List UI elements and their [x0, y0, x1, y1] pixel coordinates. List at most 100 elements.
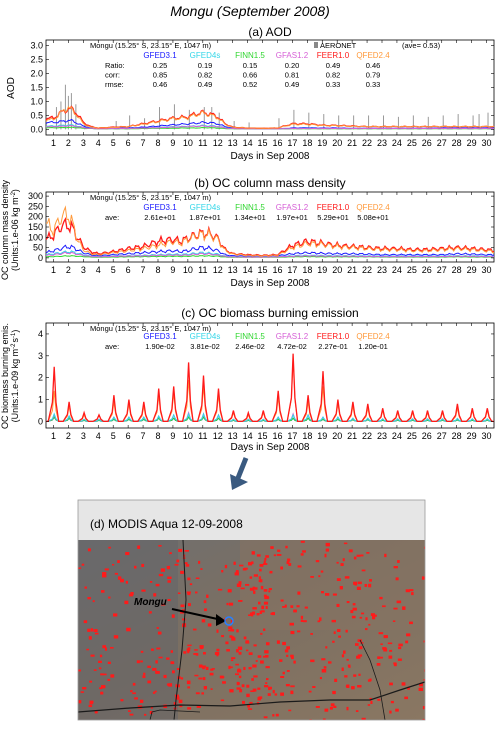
- fire-pixel: [239, 564, 244, 567]
- fire-pixel: [196, 705, 201, 708]
- y-tick-label-6: 3.0: [30, 41, 43, 51]
- fire-pixel: [185, 564, 190, 567]
- fire-pixel: [134, 565, 137, 569]
- x-tick-label-13: 13: [228, 265, 238, 275]
- fire-pixel: [228, 666, 233, 669]
- fire-pixel: [180, 604, 185, 608]
- ave-value-1: 3.81e-02: [190, 342, 220, 351]
- stat-value-0-1: 0.19: [198, 61, 213, 70]
- fire-pixel: [193, 653, 197, 655]
- fire-pixel: [229, 635, 233, 638]
- fire-pixel: [167, 599, 171, 602]
- aeronet-legend-label: AERONET: [320, 41, 357, 50]
- fire-pixel: [102, 572, 107, 575]
- fire-pixel: [264, 650, 269, 654]
- aod-series-qfed24: [45, 105, 495, 129]
- fire-pixel: [195, 591, 198, 594]
- fire-pixel: [201, 619, 206, 623]
- stat-value-1-2: 0.66: [243, 71, 258, 80]
- fire-pixel: [337, 629, 341, 632]
- x-tick-label-13: 13: [228, 431, 238, 441]
- fire-pixel: [253, 590, 256, 594]
- fire-pixel: [169, 552, 172, 555]
- fire-pixel: [384, 553, 387, 558]
- fire-pixel: [174, 563, 179, 566]
- fire-pixel: [198, 677, 203, 680]
- fire-pixel: [317, 620, 321, 623]
- fire-pixel: [98, 660, 102, 663]
- oc-y-axis-label-1: OC column mass density: [0, 179, 10, 280]
- fire-pixel: [78, 567, 82, 569]
- fire-pixel: [155, 660, 158, 664]
- fire-pixel: [246, 684, 250, 688]
- fire-pixel: [217, 588, 223, 591]
- fire-pixel: [280, 599, 284, 602]
- fire-pixel: [243, 666, 246, 670]
- fire-pixel: [345, 629, 348, 633]
- fire-pixel: [113, 635, 119, 639]
- fire-pixel: [201, 692, 204, 695]
- aod-panel-title: (a) AOD: [248, 25, 292, 39]
- fire-pixel: [312, 686, 316, 688]
- x-tick-label-1: 1: [51, 431, 56, 441]
- fire-pixel: [290, 654, 294, 658]
- fire-pixel: [383, 648, 388, 652]
- fire-pixel: [280, 692, 284, 696]
- x-tick-label-30: 30: [482, 265, 492, 275]
- x-tick-label-8: 8: [155, 431, 160, 441]
- stat-value-1-3: 0.81: [285, 71, 300, 80]
- x-tick-label-28: 28: [452, 138, 462, 148]
- y-tick-label-3: 1.5: [30, 83, 43, 93]
- fire-pixel: [158, 573, 164, 577]
- modis-header-bar: [78, 500, 425, 540]
- fire-pixel: [282, 606, 286, 608]
- ave-value-5: 5.08e+01: [357, 213, 389, 222]
- fire-pixel: [376, 663, 381, 666]
- fire-pixel: [195, 653, 199, 656]
- fire-pixel: [361, 569, 366, 572]
- oc-site-label: Mongu (15.25° S, 23.15° E, 1047 m): [90, 193, 212, 202]
- fire-pixel: [176, 696, 179, 699]
- emis-legend: GFED3.1 GFED4s FINN1.5 GFAS1.2 FEER1.0 QFED2.…: [143, 332, 390, 341]
- fire-pixel: [287, 558, 291, 562]
- fire-pixel: [139, 699, 144, 703]
- x-tick-label-24: 24: [392, 138, 402, 148]
- stat-value-2-2: 0.52: [243, 80, 258, 89]
- fire-pixel: [156, 647, 161, 650]
- fire-pixel: [265, 555, 269, 558]
- fire-pixel: [290, 690, 294, 695]
- legend-qfed24: QFED2.4: [356, 332, 390, 341]
- fire-pixel: [325, 548, 330, 552]
- x-tick-label-20: 20: [332, 265, 342, 275]
- fire-pixel: [156, 627, 159, 629]
- fire-pixel: [324, 553, 327, 558]
- border-line-vertical: [173, 540, 187, 720]
- fire-pixel: [418, 687, 423, 691]
- fire-pixel: [93, 629, 98, 632]
- x-tick-label-9: 9: [170, 138, 175, 148]
- fire-pixel: [268, 590, 271, 593]
- fire-pixel: [341, 667, 344, 671]
- fire-pixel: [157, 631, 162, 635]
- fire-pixel: [211, 668, 215, 670]
- fire-pixel: [269, 570, 273, 573]
- fire-pixel: [357, 581, 362, 585]
- fire-pixel: [402, 606, 406, 610]
- fire-pixel: [179, 704, 183, 708]
- fire-pixel: [263, 628, 266, 631]
- fire-pixel: [276, 554, 282, 556]
- fire-pixel: [369, 697, 372, 700]
- x-tick-label-28: 28: [452, 265, 462, 275]
- fire-pixel: [256, 554, 261, 557]
- fire-pixel: [393, 566, 398, 569]
- fire-pixel: [249, 587, 254, 591]
- fire-pixel: [353, 674, 357, 677]
- x-tick-label-25: 25: [407, 138, 417, 148]
- fire-pixel: [243, 636, 247, 640]
- fire-pixel: [166, 657, 170, 660]
- fire-pixel: [358, 646, 363, 650]
- fire-pixel: [100, 673, 104, 676]
- fire-pixel: [130, 690, 133, 693]
- fire-pixel: [409, 589, 414, 592]
